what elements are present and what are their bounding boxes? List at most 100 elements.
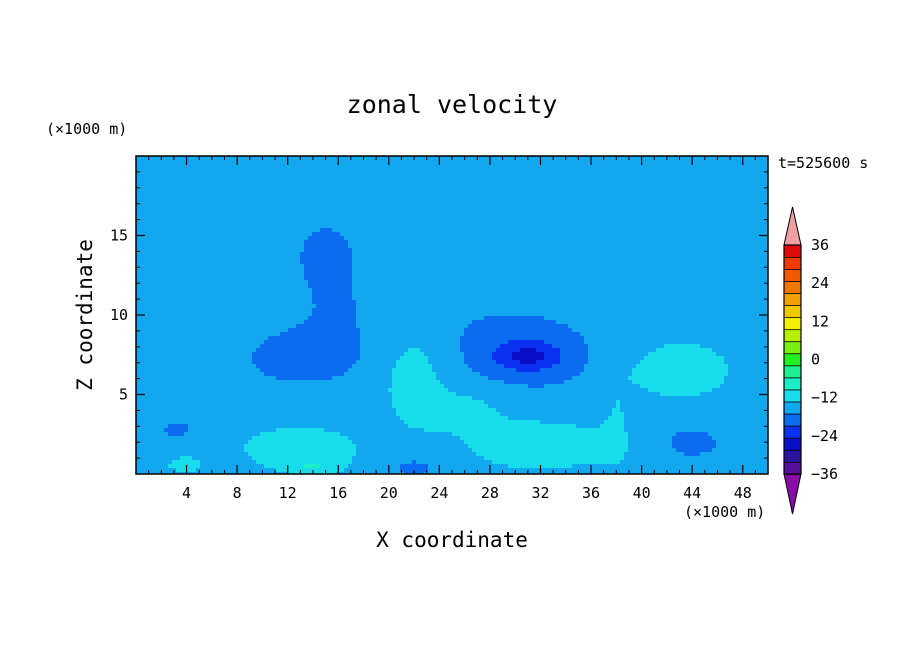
heatmap-cell: [444, 176, 449, 181]
heatmap-cell: [728, 272, 733, 277]
heatmap-cell: [148, 208, 153, 213]
heatmap-cell: [152, 208, 157, 213]
heatmap-cell: [264, 212, 269, 217]
heatmap-cell: [448, 236, 453, 241]
heatmap-cell: [320, 216, 325, 221]
heatmap-cell: [220, 188, 225, 193]
heatmap-cell: [636, 176, 641, 181]
heatmap-cell: [588, 228, 593, 233]
heatmap-cell: [752, 276, 757, 281]
heatmap-cell: [436, 208, 441, 213]
heatmap-cell: [552, 232, 557, 237]
heatmap-cell: [424, 256, 429, 261]
heatmap-cell: [260, 168, 265, 173]
heatmap-cell: [156, 168, 161, 173]
heatmap-cell: [764, 228, 768, 233]
heatmap-cell: [340, 180, 345, 185]
heatmap-cell: [324, 212, 329, 217]
heatmap-cell: [624, 200, 629, 205]
heatmap-cell: [184, 244, 189, 249]
heatmap-cell: [520, 184, 525, 189]
heatmap-cell: [720, 196, 725, 201]
heatmap-cell: [360, 184, 365, 189]
heatmap-cell: [500, 180, 505, 185]
heatmap-cell: [232, 160, 237, 165]
heatmap-cell: [744, 212, 749, 217]
heatmap-cell: [660, 208, 665, 213]
heatmap-cell: [576, 244, 581, 249]
heatmap-cell: [488, 220, 493, 225]
heatmap-cell: [460, 260, 465, 265]
heatmap-cell: [420, 192, 425, 197]
heatmap-cell: [616, 180, 621, 185]
heatmap-cell: [452, 260, 457, 265]
heatmap-cell: [284, 252, 289, 257]
heatmap-cell: [712, 156, 717, 161]
heatmap-cell: [532, 276, 537, 281]
heatmap-cell: [636, 212, 641, 217]
heatmap-cell: [168, 220, 173, 225]
heatmap-cell: [752, 232, 757, 237]
heatmap-cell: [612, 200, 617, 205]
heatmap-cell: [284, 180, 289, 185]
heatmap-cell: [672, 160, 677, 165]
heatmap-cell: [480, 216, 485, 221]
heatmap-cell: [204, 276, 209, 281]
heatmap-cell: [568, 164, 573, 169]
heatmap-cell: [300, 184, 305, 189]
heatmap-cell: [148, 176, 153, 181]
heatmap-cell: [168, 172, 173, 177]
heatmap-cell: [728, 212, 733, 217]
heatmap-cell: [752, 180, 757, 185]
heatmap-cell: [524, 208, 529, 213]
heatmap-cell: [764, 272, 768, 277]
heatmap-cell: [576, 196, 581, 201]
heatmap-cell: [560, 156, 565, 161]
heatmap-cell: [600, 168, 605, 173]
heatmap-cell: [520, 200, 525, 205]
heatmap-cell: [472, 252, 477, 257]
heatmap-cell: [704, 276, 709, 281]
heatmap-cell: [316, 192, 321, 197]
heatmap-cell: [728, 172, 733, 177]
heatmap-cell: [704, 220, 709, 225]
heatmap-cell: [256, 276, 261, 281]
heatmap-cell: [204, 160, 209, 165]
heatmap-cell: [168, 228, 173, 233]
heatmap-cell: [672, 156, 677, 161]
heatmap-cell: [664, 236, 669, 241]
heatmap-cell: [136, 220, 141, 225]
heatmap-cell: [156, 280, 161, 285]
heatmap-cell: [272, 268, 277, 273]
heatmap-cell: [276, 196, 281, 201]
heatmap-cell: [752, 168, 757, 173]
heatmap-cell: [592, 172, 597, 177]
heatmap-cell: [540, 256, 545, 261]
heatmap-cell: [152, 272, 157, 277]
heatmap-cell: [300, 180, 305, 185]
heatmap-cell: [444, 212, 449, 217]
heatmap-cell: [712, 216, 717, 221]
heatmap-cell: [384, 240, 389, 245]
heatmap-cell: [392, 156, 397, 161]
heatmap-cell: [640, 196, 645, 201]
heatmap-cell: [184, 224, 189, 229]
heatmap-cell: [476, 280, 481, 285]
heatmap-cell: [336, 244, 341, 249]
heatmap-cell: [420, 268, 425, 273]
heatmap-cell: [544, 272, 549, 277]
heatmap-cell: [680, 156, 685, 161]
heatmap-cell: [328, 220, 333, 225]
heatmap-cell: [424, 200, 429, 205]
heatmap-cell: [696, 168, 701, 173]
heatmap-cell: [676, 212, 681, 217]
heatmap-cell: [260, 272, 265, 277]
heatmap-cell: [220, 212, 225, 217]
heatmap-cell: [252, 232, 257, 237]
heatmap-cell: [196, 228, 201, 233]
heatmap-cell: [664, 228, 669, 233]
heatmap-cell: [688, 168, 693, 173]
heatmap-cell: [632, 264, 637, 269]
heatmap-cell: [396, 216, 401, 221]
heatmap-cell: [484, 208, 489, 213]
